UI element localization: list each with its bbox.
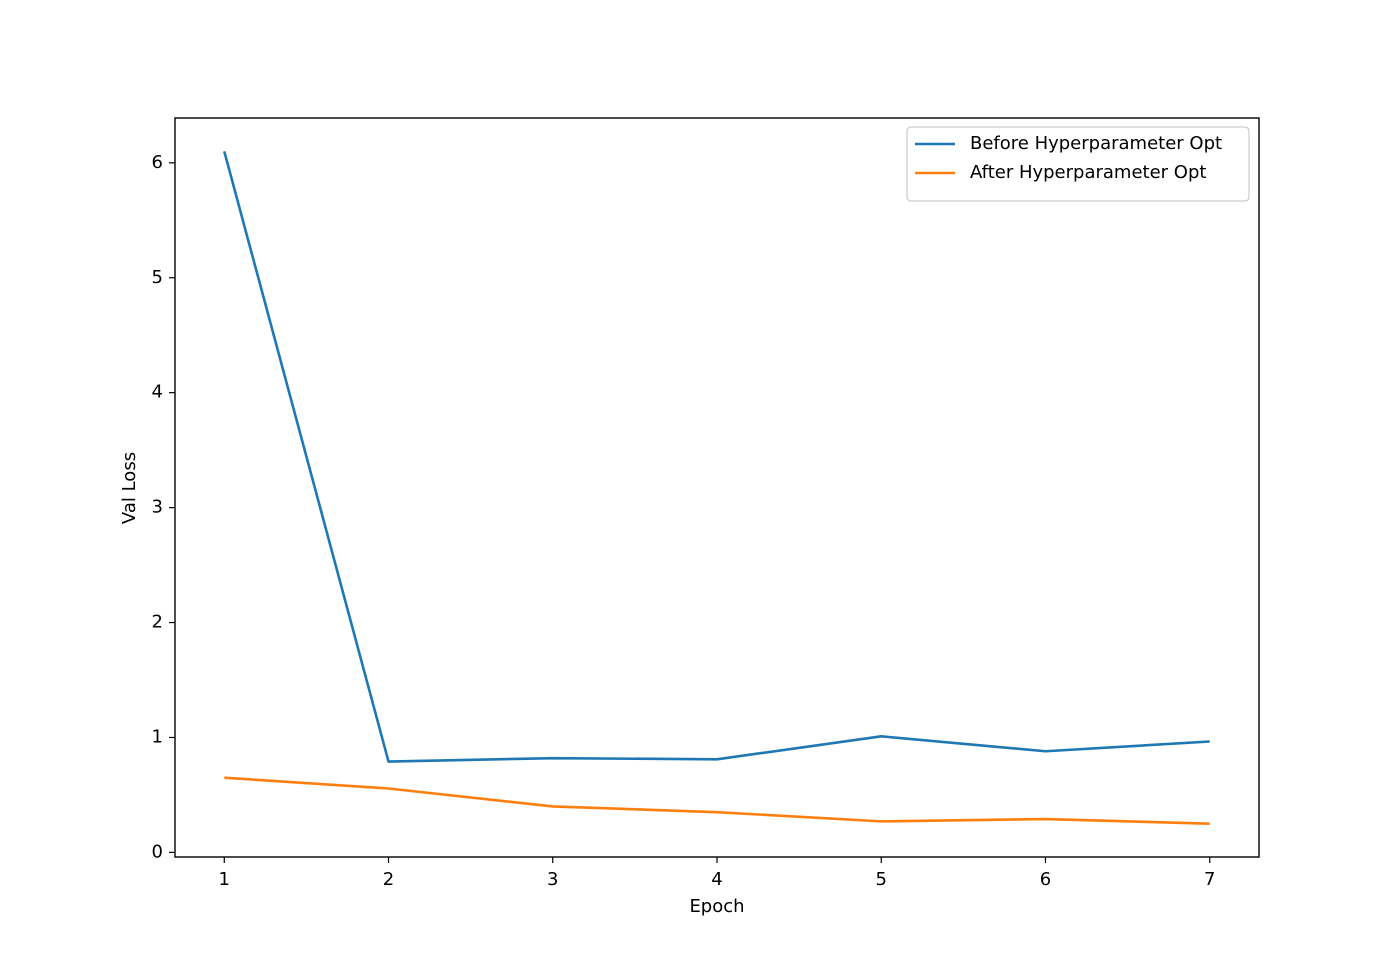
series-line [223, 150, 1210, 763]
y-axis-label: Val Loss [119, 452, 140, 524]
legend-label: After Hyperparameter Opt [970, 162, 1206, 183]
x-tick-label: 7 [1204, 869, 1215, 890]
x-tick-label: 4 [711, 869, 722, 890]
x-tick-label: 5 [876, 869, 887, 890]
x-tick-label: 3 [547, 869, 558, 890]
legend-label: Before Hyperparameter Opt [970, 133, 1222, 154]
x-tick-label: 1 [219, 869, 230, 890]
y-tick-label: 1 [152, 726, 163, 747]
x-tick-label: 6 [1040, 869, 1051, 890]
y-tick-label: 2 [152, 612, 163, 633]
x-tick-label: 2 [383, 869, 394, 890]
y-tick-label: 0 [152, 841, 163, 862]
y-tick-label: 6 [152, 152, 163, 173]
legend-box [906, 126, 1250, 202]
y-tick-label: 3 [152, 497, 163, 518]
x-axis-label: Epoch [689, 896, 744, 917]
plot-frame [174, 117, 1260, 858]
series-line [224, 776, 1210, 825]
y-tick-label: 4 [152, 382, 163, 403]
y-tick-label: 5 [152, 267, 163, 288]
